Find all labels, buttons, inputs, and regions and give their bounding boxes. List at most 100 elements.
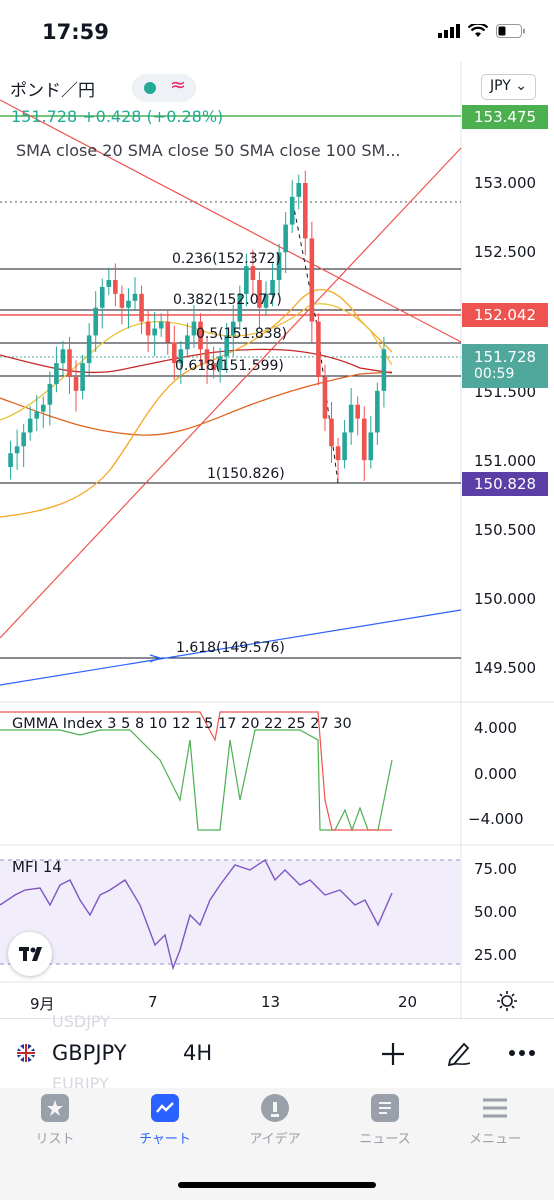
last-price-tag: 151.728 00:59 [462,344,548,388]
time-tick: 9月 [30,995,55,1013]
market-status-pill[interactable] [132,74,196,102]
price-tick: 151.000 [474,452,537,470]
candle-body [119,293,125,308]
candle-body [67,349,72,377]
tab-list[interactable]: リスト [0,1094,110,1147]
candle-body [126,300,131,308]
tab-ideas[interactable]: アイデア [220,1094,330,1147]
candle-body [145,321,151,336]
currency-selector[interactable]: JPY ⌄ [481,74,536,100]
candle-body [270,280,275,294]
candle-body [80,363,85,391]
candle-body [303,183,308,239]
gmma-label[interactable]: GMMA Index 3 5 8 10 12 15 17 20 22 25 27… [12,716,352,732]
candle-body [263,293,269,308]
candle-body [335,446,341,461]
gmma-tick: 4.000 [474,719,517,737]
candle-body [21,432,26,447]
delayed-data-icon: ≈ [170,74,186,96]
drawing-tools-pen-icon[interactable] [444,1038,474,1068]
mfi-band [0,860,461,964]
red-down-trendline [0,99,462,343]
status-time: 17:59 [42,20,109,44]
fib-label-0618: 0.618(151.599) [175,358,284,374]
candle-body [355,404,360,419]
candle-body [237,293,243,322]
price-tick: 150.500 [474,521,537,539]
candle-body [283,224,288,253]
price-tick: 149.500 [474,659,537,677]
candle-body [309,238,315,322]
gmma-red-line [0,711,392,831]
chart-icon [151,1094,179,1122]
gmma-tick: −4.000 [468,810,524,828]
bar-countdown: 00:59 [474,366,515,382]
candle-body [34,411,40,419]
news-icon [371,1094,399,1122]
candle-body [217,356,223,371]
more-options-icon[interactable] [508,1048,536,1058]
candle-body [316,321,321,377]
market-open-icon [144,82,156,94]
tradingview-logo-button[interactable] [8,932,52,976]
candle-body [73,377,79,391]
candle-body [257,280,262,308]
mfi-tick: 75.00 [474,860,517,878]
symbol-title[interactable]: ポンド／円 [10,81,95,101]
candle-body [27,418,33,433]
candle-body [99,286,105,308]
timeframe-selector[interactable]: 4H [183,1041,213,1065]
candle-body [191,321,197,336]
symbol-selector[interactable]: GBPJPY [52,1041,127,1065]
fib-label-0382: 0.382(152.077) [173,292,282,308]
sma-100-line [0,371,393,436]
fib-label-1618: 1.618(149.576) [176,640,285,656]
candle-body [106,280,112,287]
tab-news[interactable]: ニュース [330,1094,440,1147]
candle-body [368,432,374,461]
time-tick: 7 [148,993,158,1011]
red-up-trendline [0,147,462,639]
gmma-tick: 0.000 [474,765,517,783]
candle-body [8,453,13,468]
candle-body [296,183,302,197]
gmma-green-line [0,729,393,832]
price-tick: 150.000 [474,590,537,608]
candlestick-series [8,170,387,481]
idea-icon [261,1094,289,1122]
candle-body [158,321,164,329]
ghost-symbol-above: USDJPY [52,1012,110,1031]
candle-body [60,349,66,364]
candle-body [86,335,92,364]
chart-settings-gear-icon[interactable] [496,990,518,1012]
sma-legend[interactable]: SMA close 20 SMA close 50 SMA close 100 … [16,141,401,160]
candle-body [329,418,334,447]
tab-label: アイデア [249,1132,301,1147]
fib-label-05: 0.5(151.838) [196,326,288,342]
candle-body [250,266,256,280]
candle-body [375,390,380,433]
add-indicator-plus-icon[interactable] [380,1041,406,1067]
status-icons [438,24,526,38]
last-price-value: 151.728 [474,348,537,366]
candle-body [211,363,216,371]
price-chart[interactable] [0,62,554,1018]
candle-body [204,349,210,364]
fib-label-0236: 0.236(152.372) [172,251,281,267]
mfi-label[interactable]: MFI 14 [12,858,62,876]
sma-50-line [0,348,393,374]
signal-icon [438,24,460,38]
time-tick: 13 [261,993,281,1011]
candle-body [93,307,98,336]
tab-menu[interactable]: メニュー [440,1094,550,1147]
purple-level-tag: 150.828 [462,472,548,496]
blue-trendline [0,609,462,686]
toolbar-divider [0,1018,554,1019]
battery-icon [496,24,525,38]
candle-body [132,293,138,301]
fib-label-1: 1(150.826) [207,466,285,482]
tab-chart[interactable]: チャート [110,1094,220,1147]
candle-body [198,321,203,350]
candle-body [172,342,177,364]
candle-body [322,377,328,419]
